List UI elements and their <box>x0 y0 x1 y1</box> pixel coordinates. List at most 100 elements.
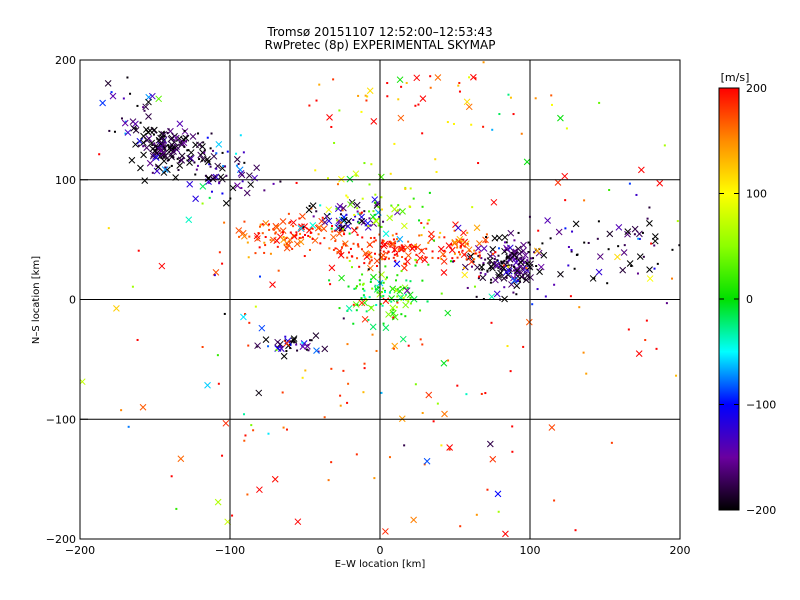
scatter-cross-point <box>140 151 147 159</box>
x-axis-label: E–W location [km] <box>335 559 426 570</box>
scatter-dot-point <box>358 279 361 282</box>
scatter-dot-point <box>152 133 155 136</box>
scatter-cross-point <box>389 304 397 312</box>
scatter-dot-point <box>375 265 378 268</box>
scatter-dot-point <box>423 463 426 466</box>
scatter-dot-point <box>281 391 284 394</box>
scatter-dot-point <box>217 382 220 385</box>
scatter-dot-point <box>403 444 406 447</box>
scatter-cross-point <box>367 304 375 312</box>
scatter-dot-point <box>161 137 164 140</box>
scatter-dot-point <box>143 109 146 112</box>
scatter-dot-point <box>380 391 383 394</box>
scatter-dot-point <box>381 239 384 242</box>
scatter-dot-point <box>283 243 286 246</box>
scatter-dot-point <box>279 180 282 183</box>
scatter-dot-point <box>342 228 345 231</box>
scatter-dot-point <box>330 461 333 464</box>
scatter-dot-point <box>368 251 371 254</box>
scatter-dot-point <box>373 236 376 239</box>
scatter-dot-point <box>349 202 352 205</box>
scatter-cross-point <box>548 424 556 431</box>
scatter-dot-point <box>339 250 342 253</box>
scatter-cross-point <box>299 343 307 350</box>
scatter-cross-point <box>132 120 139 128</box>
scatter-cross-point <box>161 166 169 173</box>
scatter-dot-point <box>295 181 298 184</box>
scatter-dot-point <box>468 255 471 258</box>
scatter-dot-point <box>360 110 363 113</box>
scatter-dot-point <box>390 300 393 303</box>
scatter-cross-point <box>461 263 469 271</box>
scatter-dot-point <box>573 267 576 270</box>
scatter-dot-point <box>369 237 372 240</box>
scatter-dot-point <box>458 251 461 254</box>
scatter-dot-point <box>239 134 242 137</box>
y-tick-label: −100 <box>46 413 76 426</box>
scatter-dot-point <box>263 241 266 244</box>
scatter-dot-point <box>456 384 459 387</box>
scatter-dot-point <box>478 251 481 254</box>
scatter-dot-point <box>368 243 371 246</box>
scatter-cross-point <box>624 228 632 235</box>
scatter-dot-point <box>242 151 245 154</box>
scatter-dot-point <box>243 220 246 223</box>
scatter-dot-point <box>393 253 396 256</box>
scatter-cross-point <box>199 143 206 150</box>
scatter-dot-point <box>521 275 524 278</box>
scatter-dot-point <box>302 226 305 229</box>
scatter-cross-point <box>234 182 241 189</box>
scatter-cross-point <box>520 241 527 249</box>
scatter-dot-point <box>177 169 180 172</box>
scatter-cross-point <box>158 262 166 270</box>
scatter-cross-point <box>222 419 230 427</box>
scatter-dot-point <box>585 372 588 375</box>
scatter-dot-point <box>381 258 384 261</box>
scatter-cross-point <box>494 490 502 498</box>
scatter-dot-point <box>596 237 599 240</box>
scatter-dot-point <box>221 454 224 457</box>
scatter-dot-point <box>289 231 292 234</box>
colorbar-tick-label: −100 <box>746 399 776 412</box>
scatter-dot-point <box>305 348 308 351</box>
scatter-dot-point <box>522 345 525 348</box>
scatter-dot-point <box>481 268 484 271</box>
scatter-dot-point <box>269 239 272 242</box>
scatter-dot-point <box>292 225 295 228</box>
scatter-dot-point <box>440 444 443 447</box>
scatter-dot-point <box>223 312 226 315</box>
scatter-cross-point <box>636 230 643 238</box>
scatter-dot-point <box>493 258 496 261</box>
scatter-dot-point <box>285 350 288 353</box>
scatter-cross-point <box>338 274 345 282</box>
scatter-dot-point <box>578 306 581 309</box>
scatter-dot-point <box>637 237 640 240</box>
scatter-dot-point <box>421 343 424 346</box>
scatter-dot-point <box>352 242 355 245</box>
scatter-dot-point <box>364 297 367 300</box>
scatter-cross-point <box>209 175 217 183</box>
scatter-dot-point <box>364 94 367 97</box>
scatter-cross-point <box>386 214 394 222</box>
scatter-cross-point <box>636 253 644 260</box>
scatter-cross-point <box>491 234 499 242</box>
scatter-dot-point <box>283 238 286 241</box>
x-tick-label: −100 <box>215 544 245 557</box>
scatter-cross-point <box>451 240 459 247</box>
scatter-cross-point <box>557 270 564 278</box>
scatter-cross-point <box>212 173 220 181</box>
scatter-dot-point <box>418 234 421 237</box>
scatter-dot-point <box>374 193 377 196</box>
scatter-cross-point <box>335 230 343 237</box>
scatter-dot-point <box>463 266 466 269</box>
scatter-cross-point <box>495 271 503 279</box>
scatter-cross-point <box>396 76 404 84</box>
scatter-cross-point <box>533 247 541 255</box>
scatter-dot-point <box>549 237 552 240</box>
scatter-dot-point <box>371 287 374 290</box>
scatter-cross-point <box>391 342 399 350</box>
scatter-dot-point <box>365 99 368 102</box>
scatter-dot-point <box>403 248 406 251</box>
scatter-dot-point <box>606 282 609 285</box>
scatter-cross-point <box>132 141 139 148</box>
